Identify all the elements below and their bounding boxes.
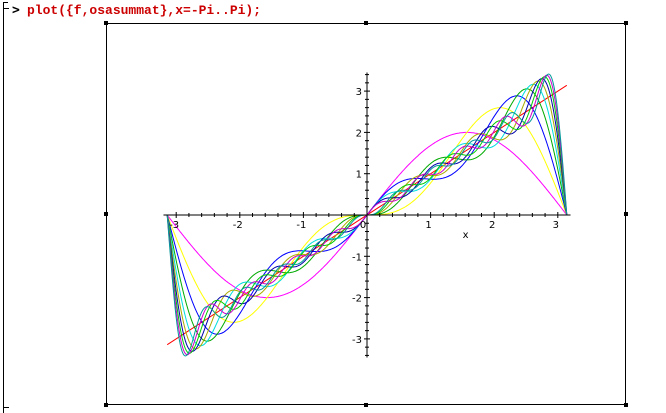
y-tick-label: 1 (356, 170, 362, 181)
region-bracket-bottom (3, 407, 9, 413)
y-tick-label: 2 (356, 128, 362, 139)
resize-handle-middle-right[interactable] (624, 212, 628, 216)
y-tick-label: -3 (352, 335, 362, 346)
execution-group-bracket[interactable] (3, 8, 9, 408)
x-tick-label: 3 (553, 220, 559, 231)
x-axis-label: x (463, 230, 469, 241)
x-tick-label: -2 (233, 220, 243, 231)
region-bracket-top (3, 2, 9, 8)
resize-handle-bottom-left[interactable] (104, 403, 108, 407)
plot-region[interactable]: -3 -2 -1 0 1 2 3 -3 -2 -1 1 2 3 x (104, 21, 628, 407)
x-tick-label: -3 (169, 220, 179, 231)
plot-canvas: -3 -2 -1 0 1 2 3 -3 -2 -1 1 2 3 x (163, 72, 571, 358)
y-tick-label: 3 (356, 87, 362, 98)
resize-handle-middle-left[interactable] (104, 212, 108, 216)
y-tick-label: -2 (352, 294, 362, 305)
resize-handle-bottom-right[interactable] (624, 403, 628, 407)
x-tick-label: -1 (296, 220, 306, 231)
resize-handle-top-middle[interactable] (364, 21, 368, 25)
input-prompt: > (12, 3, 20, 18)
resize-handle-top-left[interactable] (104, 21, 108, 25)
command-input[interactable]: plot({f,osasummat},x=-Pi..Pi); (27, 3, 262, 18)
resize-handle-bottom-middle[interactable] (364, 403, 368, 407)
x-tick-label: 1 (425, 220, 431, 231)
resize-handle-top-right[interactable] (624, 21, 628, 25)
x-tick-label: 2 (489, 220, 495, 231)
x-tick-label: 0 (360, 220, 366, 231)
axes-group: -3 -2 -1 0 1 2 3 -3 -2 -1 1 2 3 x (163, 72, 571, 358)
y-tick-label: -1 (352, 252, 362, 263)
